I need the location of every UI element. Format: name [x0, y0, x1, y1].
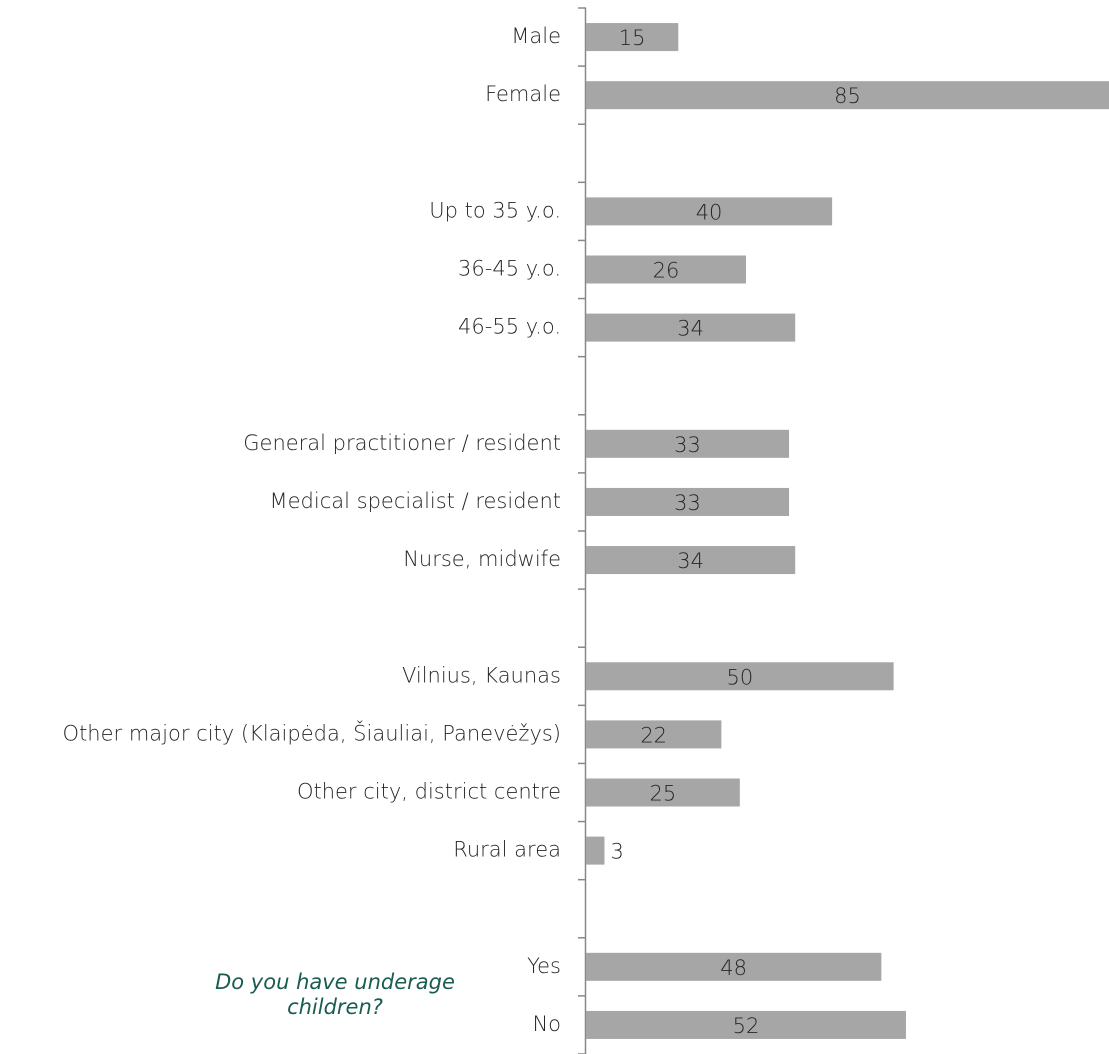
bar — [586, 1010, 906, 1039]
category-label: Vilnius, Kaunas — [402, 663, 561, 687]
value-label: 52 — [733, 1014, 760, 1038]
category-label: Other city, district centre — [297, 780, 561, 804]
value-label: 33 — [674, 491, 701, 515]
value-label: 15 — [619, 26, 646, 50]
bar — [586, 255, 746, 284]
category-label: Up to 35 y.o. — [429, 198, 561, 222]
category-label: Male — [511, 24, 561, 48]
category-label: Medical specialist / resident — [270, 489, 562, 513]
bar — [586, 952, 882, 981]
bar — [586, 778, 740, 807]
bar — [586, 487, 790, 516]
bar — [586, 720, 722, 749]
value-label: 22 — [640, 723, 667, 747]
bar — [586, 662, 894, 691]
category-label: Other major city (Klaipėda, Šiauliai, Pa… — [63, 720, 561, 745]
category-label: Nurse, midwife — [403, 547, 561, 571]
annotation: Do you have underage children? — [215, 970, 455, 1019]
value-label: 40 — [696, 200, 723, 224]
category-label: Rural area — [453, 838, 561, 862]
bar — [586, 197, 833, 226]
category-label: 36-45 y.o. — [458, 257, 561, 281]
value-label: 34 — [677, 317, 704, 341]
bar — [586, 546, 796, 575]
value-label: 26 — [653, 259, 680, 283]
bar — [586, 429, 790, 458]
value-label: 33 — [674, 433, 701, 457]
category-label: General practitioner / resident — [243, 431, 561, 455]
bar — [586, 836, 605, 865]
value-label: 25 — [650, 782, 677, 806]
value-label: 34 — [677, 549, 704, 573]
category-label: Yes — [527, 954, 561, 978]
category-label: Female — [485, 82, 561, 106]
bar — [586, 81, 1109, 110]
value-label: 3 — [610, 840, 623, 864]
bar — [586, 23, 679, 52]
category-label: 46-55 y.o. — [458, 315, 561, 339]
category-label: No — [532, 1012, 561, 1036]
value-label: 85 — [834, 84, 861, 108]
value-label: 48 — [720, 956, 747, 980]
bar — [586, 313, 796, 342]
value-label: 50 — [726, 665, 753, 689]
